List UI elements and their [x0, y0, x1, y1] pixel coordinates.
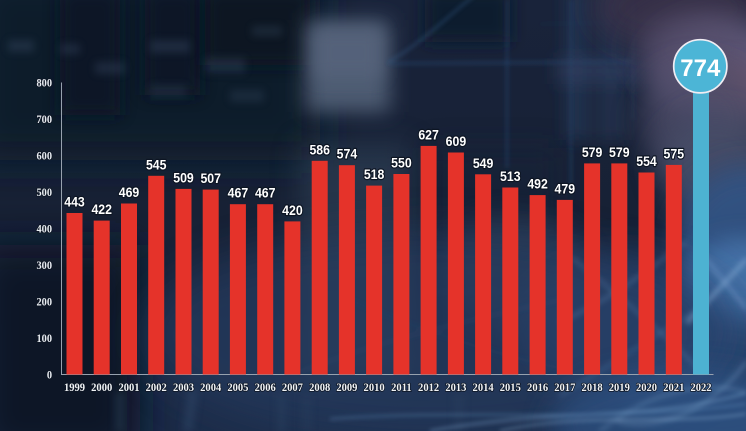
svg-text:2016: 2016: [527, 381, 548, 394]
svg-text:600: 600: [36, 150, 52, 163]
svg-text:2014: 2014: [473, 381, 494, 394]
svg-text:2009: 2009: [336, 381, 357, 394]
svg-text:574: 574: [337, 146, 358, 162]
svg-text:2015: 2015: [500, 381, 521, 394]
svg-text:2012: 2012: [418, 381, 439, 394]
svg-text:1999: 1999: [64, 381, 85, 394]
svg-text:2001: 2001: [118, 381, 139, 394]
svg-text:509: 509: [173, 170, 194, 186]
svg-text:420: 420: [282, 202, 303, 218]
svg-text:700: 700: [36, 114, 52, 127]
svg-text:200: 200: [36, 296, 52, 309]
svg-text:2005: 2005: [227, 381, 248, 394]
svg-text:479: 479: [555, 181, 576, 197]
svg-text:2018: 2018: [582, 381, 603, 394]
svg-text:492: 492: [527, 176, 548, 192]
svg-text:2002: 2002: [146, 381, 167, 394]
svg-text:549: 549: [473, 155, 494, 171]
svg-text:2022: 2022: [690, 381, 711, 394]
svg-text:0: 0: [47, 369, 53, 382]
svg-text:469: 469: [119, 184, 140, 200]
svg-text:443: 443: [64, 194, 85, 210]
svg-text:554: 554: [636, 153, 657, 169]
svg-text:575: 575: [664, 146, 685, 162]
svg-text:609: 609: [446, 133, 467, 149]
svg-text:467: 467: [228, 185, 249, 201]
svg-text:586: 586: [309, 142, 330, 158]
svg-text:545: 545: [146, 157, 167, 173]
svg-text:2000: 2000: [91, 381, 112, 394]
svg-text:2006: 2006: [255, 381, 276, 394]
svg-text:518: 518: [364, 166, 385, 182]
svg-text:2013: 2013: [445, 381, 466, 394]
svg-text:467: 467: [255, 185, 276, 201]
svg-text:2021: 2021: [663, 381, 684, 394]
svg-text:500: 500: [36, 187, 52, 200]
svg-text:300: 300: [36, 259, 52, 272]
svg-text:2019: 2019: [609, 381, 630, 394]
svg-text:400: 400: [36, 223, 52, 236]
svg-text:579: 579: [609, 144, 630, 160]
svg-text:550: 550: [391, 155, 412, 171]
svg-text:579: 579: [582, 144, 603, 160]
svg-text:2020: 2020: [636, 381, 657, 394]
svg-text:2008: 2008: [309, 381, 330, 394]
svg-text:800: 800: [36, 77, 52, 90]
svg-text:513: 513: [500, 168, 521, 184]
svg-text:100: 100: [36, 332, 52, 345]
svg-text:2004: 2004: [200, 381, 221, 394]
svg-text:2003: 2003: [173, 381, 194, 394]
svg-text:2011: 2011: [391, 381, 412, 394]
svg-text:2007: 2007: [282, 381, 303, 394]
svg-text:2017: 2017: [554, 381, 575, 394]
svg-text:422: 422: [91, 201, 112, 217]
svg-text:627: 627: [418, 127, 439, 143]
svg-text:2010: 2010: [364, 381, 385, 394]
svg-text:507: 507: [200, 170, 221, 186]
svg-text:774: 774: [680, 55, 721, 82]
